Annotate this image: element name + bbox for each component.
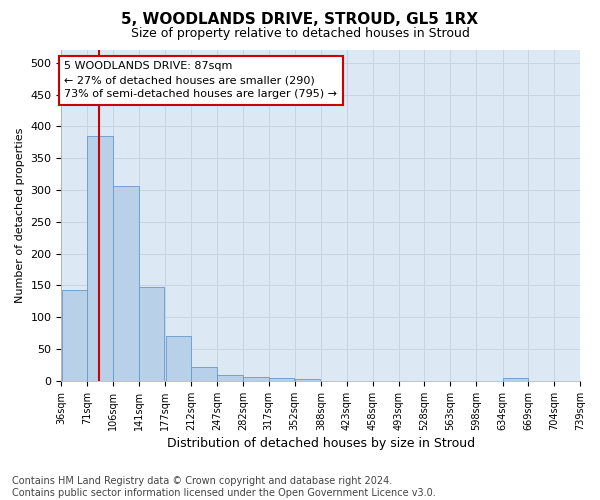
Bar	[88, 136, 113, 381]
Bar	[295, 379, 320, 381]
Y-axis label: Number of detached properties: Number of detached properties	[15, 128, 25, 303]
Bar	[217, 374, 242, 381]
Bar	[113, 186, 139, 381]
Text: 5 WOODLANDS DRIVE: 87sqm
← 27% of detached houses are smaller (290)
73% of semi-: 5 WOODLANDS DRIVE: 87sqm ← 27% of detach…	[64, 62, 337, 100]
Bar	[243, 376, 269, 381]
Bar	[62, 290, 87, 381]
Bar	[166, 336, 191, 381]
Text: Size of property relative to detached houses in Stroud: Size of property relative to detached ho…	[131, 28, 469, 40]
X-axis label: Distribution of detached houses by size in Stroud: Distribution of detached houses by size …	[167, 437, 475, 450]
Bar	[139, 287, 164, 381]
Bar	[191, 367, 217, 381]
Text: Contains HM Land Registry data © Crown copyright and database right 2024.
Contai: Contains HM Land Registry data © Crown c…	[12, 476, 436, 498]
Bar	[269, 378, 295, 381]
Bar	[503, 378, 528, 381]
Text: 5, WOODLANDS DRIVE, STROUD, GL5 1RX: 5, WOODLANDS DRIVE, STROUD, GL5 1RX	[121, 12, 479, 28]
